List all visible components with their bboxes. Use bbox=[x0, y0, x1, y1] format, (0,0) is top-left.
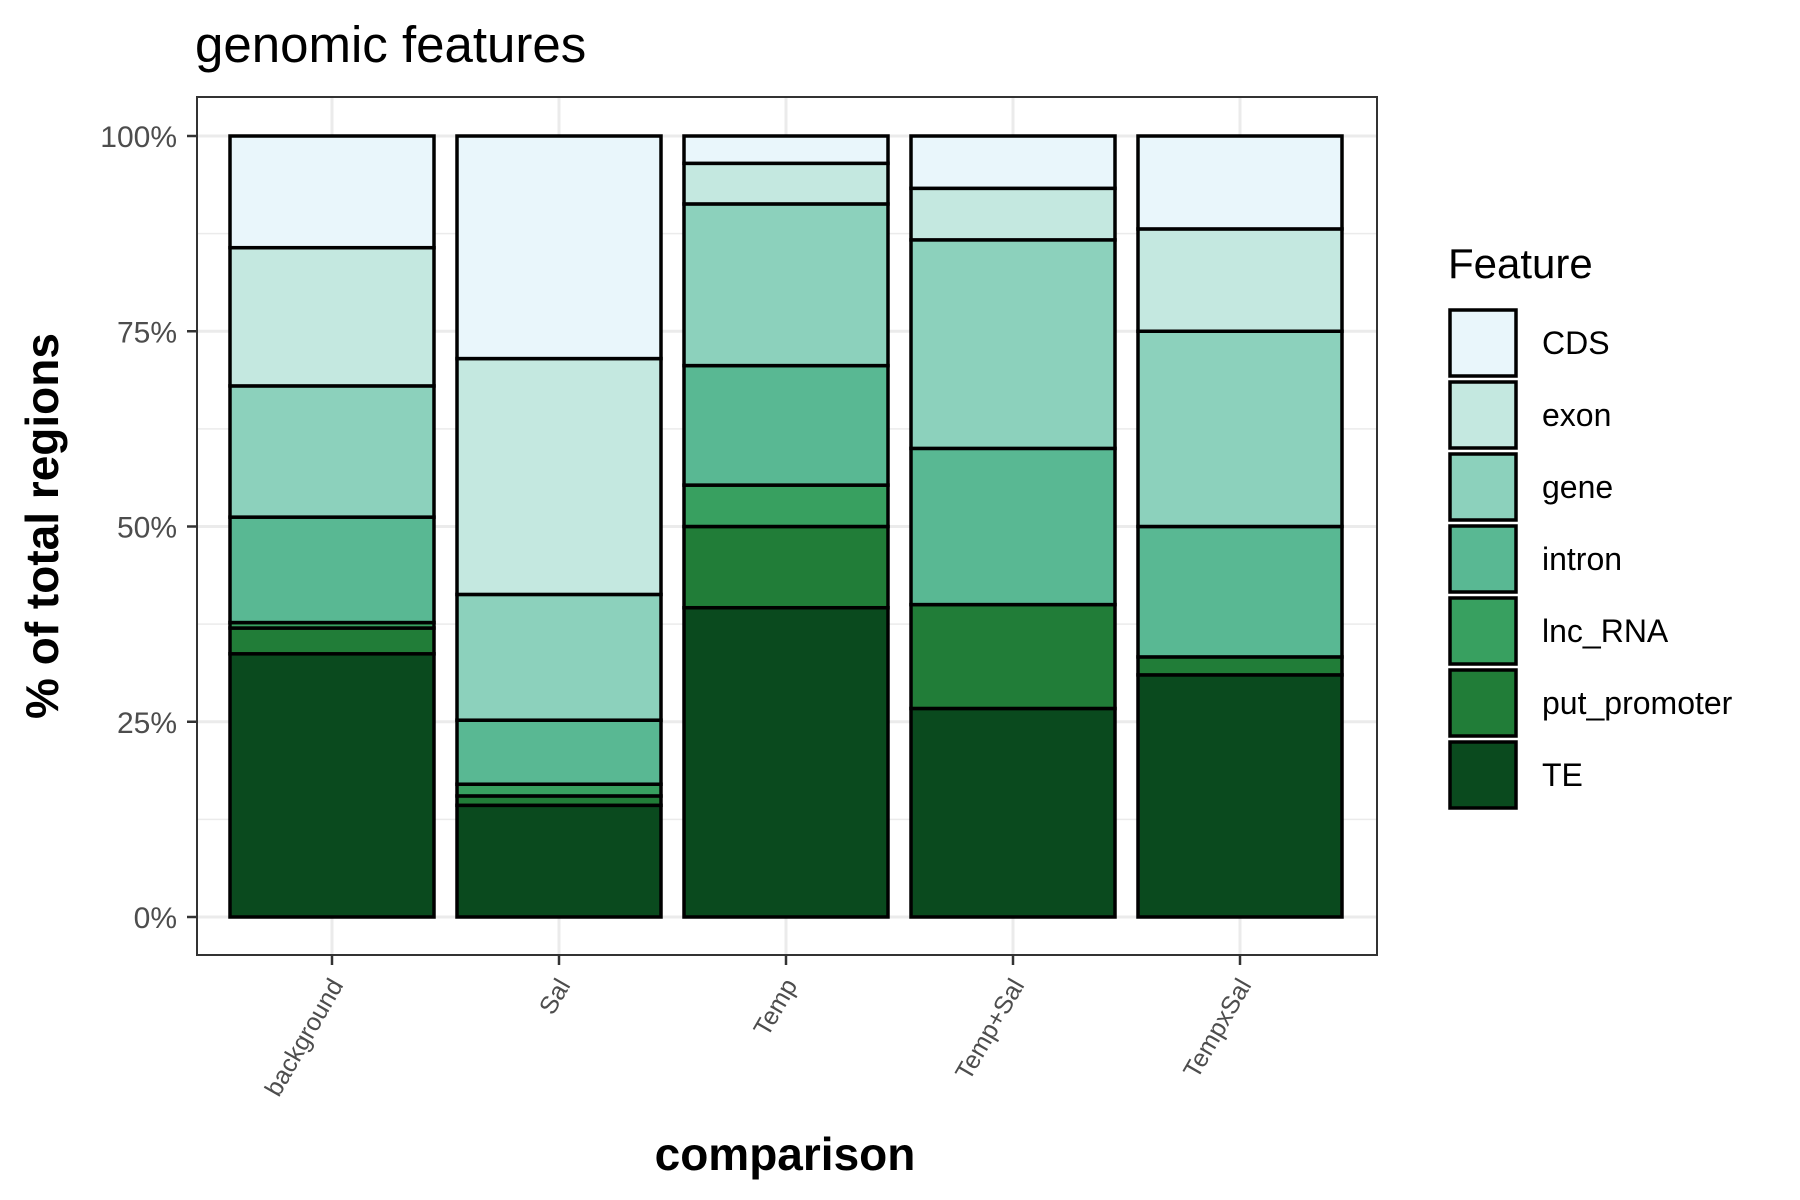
y-axis-title: % of total regions bbox=[16, 333, 68, 719]
legend-entry-gene: gene bbox=[1448, 452, 1613, 522]
x-axis-title: comparison bbox=[655, 1128, 916, 1180]
bar-stack-sal bbox=[455, 134, 663, 919]
bar-segment-background-cds bbox=[228, 134, 436, 250]
bar-segment-sal-gene bbox=[455, 592, 663, 722]
y-tick-label: 0% bbox=[134, 902, 177, 935]
y-tick-label: 100% bbox=[100, 121, 177, 154]
x-tick-label: TempxSal bbox=[1178, 974, 1257, 1083]
bar-segment-temp-te bbox=[682, 605, 890, 919]
legend-key bbox=[1448, 524, 1518, 594]
legend-key bbox=[1448, 308, 1518, 378]
bar-segment-background-exon bbox=[228, 245, 436, 388]
legend-entry-cds: CDS bbox=[1448, 308, 1610, 378]
x-axis: background Sal Temp Temp+Sal TempxSal bbox=[260, 955, 1257, 1101]
bar-segment-background-intron bbox=[228, 515, 436, 625]
bar-segment-sal-exon bbox=[455, 356, 663, 597]
legend-key bbox=[1448, 668, 1518, 738]
legend-entry-lnc-rna: lnc_RNA bbox=[1448, 596, 1669, 666]
bar-segment-sal-intron bbox=[455, 718, 663, 786]
bar-segment-tempxsal-intron bbox=[1136, 524, 1344, 659]
bar-segment-temp-put-promoter bbox=[682, 524, 890, 610]
bar-segment-temp-gene bbox=[682, 202, 890, 368]
bar-segment-temp-lnc-rna bbox=[682, 483, 890, 529]
bar-segment-tempxsal-gene bbox=[1136, 329, 1344, 529]
bar-stack-temp bbox=[682, 134, 890, 919]
legend-key bbox=[1448, 380, 1518, 450]
chart-title: genomic features bbox=[195, 16, 586, 73]
bar-segment-sal-te bbox=[455, 803, 663, 919]
y-tick-label: 75% bbox=[117, 316, 177, 349]
bar-segment-temp-exon bbox=[682, 161, 890, 206]
legend-label: gene bbox=[1542, 469, 1613, 505]
legend-label: CDS bbox=[1542, 325, 1610, 361]
x-tick-label: Sal bbox=[534, 974, 576, 1019]
bar-segment-tempxsal-cds bbox=[1136, 134, 1344, 231]
x-tick-label: Temp bbox=[748, 974, 803, 1041]
bar-segment-temp-sal-te bbox=[909, 706, 1117, 919]
legend-entry-exon: exon bbox=[1448, 380, 1611, 450]
legend-label: exon bbox=[1542, 397, 1611, 433]
legend-label: put_promoter bbox=[1542, 685, 1733, 721]
bar-segment-temp-sal-cds bbox=[909, 134, 1117, 191]
bar-stack-tempxsal bbox=[1136, 134, 1344, 919]
bar-segment-temp-sal-gene bbox=[909, 238, 1117, 451]
bar-segment-background-put-promoter bbox=[228, 626, 436, 656]
bar-stack-background bbox=[228, 134, 436, 919]
legend-label: TE bbox=[1542, 757, 1583, 793]
legend-title: Feature bbox=[1448, 240, 1593, 287]
y-axis: 0% 25% 50% 75% 100% bbox=[100, 121, 197, 935]
bar-segment-tempxsal-put-promoter bbox=[1136, 655, 1344, 677]
y-tick-label: 50% bbox=[117, 512, 177, 545]
bar-segment-background-te bbox=[228, 652, 436, 919]
bar-segment-temp-sal-exon bbox=[909, 186, 1117, 242]
legend-entry-intron: intron bbox=[1448, 524, 1622, 594]
bar-segment-temp-sal-put-promoter bbox=[909, 602, 1117, 711]
x-tick-label: background bbox=[260, 974, 350, 1101]
legend-key bbox=[1448, 596, 1518, 666]
legend-label: lnc_RNA bbox=[1542, 613, 1669, 649]
bar-segment-background-gene bbox=[228, 384, 436, 519]
legend-entry-te: TE bbox=[1448, 740, 1583, 810]
bar-segment-temp-intron bbox=[682, 363, 890, 487]
bars bbox=[228, 134, 1344, 919]
x-tick-label: Temp+Sal bbox=[950, 974, 1030, 1085]
bar-segment-temp-sal-intron bbox=[909, 446, 1117, 607]
legend-key bbox=[1448, 740, 1518, 810]
legend-label: intron bbox=[1542, 541, 1622, 577]
legend-entry-put-promoter: put_promoter bbox=[1448, 668, 1733, 738]
bar-segment-temp-cds bbox=[682, 134, 890, 166]
y-tick-label: 25% bbox=[117, 707, 177, 740]
legend: Feature CDS exon gene intron lnc_RNA put_prom… bbox=[1448, 240, 1733, 810]
bar-segment-sal-lnc-rna bbox=[455, 782, 663, 798]
bar-segment-tempxsal-exon bbox=[1136, 227, 1344, 333]
bar-stack-temp-sal bbox=[909, 134, 1117, 919]
bar-segment-sal-cds bbox=[455, 134, 663, 361]
bar-segment-tempxsal-te bbox=[1136, 673, 1344, 919]
legend-key bbox=[1448, 452, 1518, 522]
